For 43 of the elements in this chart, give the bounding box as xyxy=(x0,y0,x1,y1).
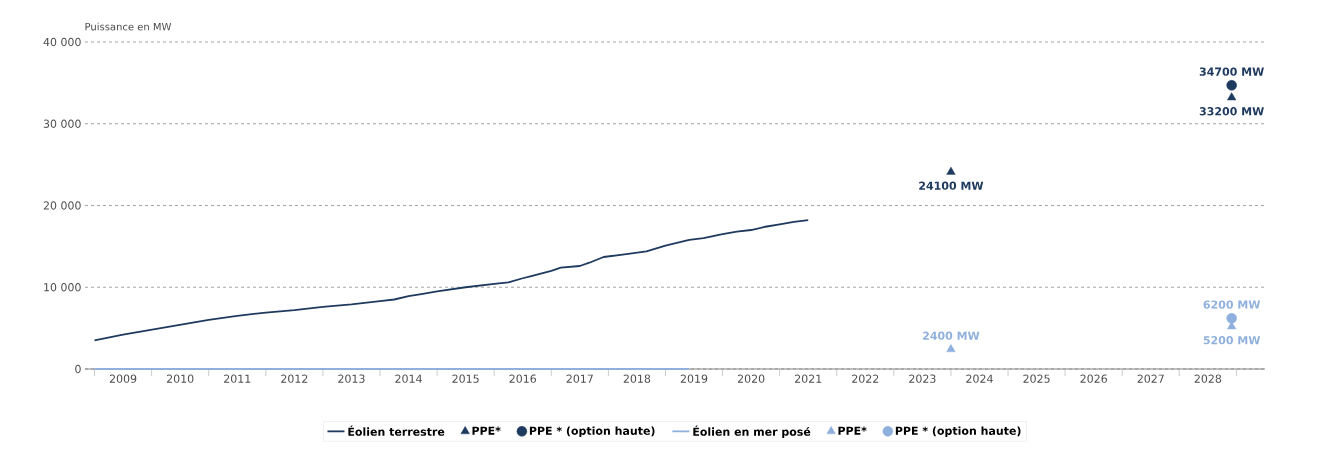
data-label: 24100 MW xyxy=(919,181,984,190)
x-tick-label: 2012 xyxy=(281,374,308,383)
legend-label: PPE * (option haute) xyxy=(895,426,1021,438)
x-tick-label: 2025 xyxy=(1023,374,1050,383)
data-label: 33200 MW xyxy=(1199,107,1264,116)
point xyxy=(1226,80,1237,91)
x-tick-label: 2016 xyxy=(509,374,537,383)
legend-label: Éolien en mer posé xyxy=(693,425,811,438)
x-tick-label: 2013 xyxy=(338,374,365,383)
data-label: 34700 MW xyxy=(1199,67,1264,76)
x-tick-label: 2010 xyxy=(166,374,194,383)
x-tick-label: 2014 xyxy=(395,374,422,383)
x-tick-label: 2026 xyxy=(1080,374,1107,383)
legend-label: PPE* xyxy=(838,426,867,435)
y-tick-label: 0 xyxy=(75,364,81,374)
y-tick-label: 10 000 xyxy=(44,283,81,292)
y-tick-label: 40 000 xyxy=(43,37,81,47)
point xyxy=(1226,313,1237,324)
point xyxy=(946,344,956,353)
x-tick-label: 2017 xyxy=(566,374,593,383)
y-tick-label: 20 000 xyxy=(43,201,81,210)
x-tick-label: 2028 xyxy=(1194,374,1222,383)
data-label: 5200 MW xyxy=(1203,336,1261,345)
x-tick-label: 2011 xyxy=(224,374,251,383)
point xyxy=(946,166,956,175)
x-tick-label: 2019 xyxy=(680,374,708,383)
legend-label: Éolien terrestre xyxy=(348,425,445,436)
y-tick-label: 30 000 xyxy=(43,119,81,128)
x-tick-label: 2015 xyxy=(452,374,479,383)
x-tick-label: 2018 xyxy=(623,374,651,383)
x-tick-label: 2021 xyxy=(795,374,822,383)
x-tick-label: 2027 xyxy=(1137,374,1164,383)
x-tick-label: 2022 xyxy=(852,374,879,383)
point xyxy=(1227,92,1237,101)
x-tick-label: 2009 xyxy=(109,374,137,383)
x-tick-label: 2024 xyxy=(966,374,993,383)
data-label: 6200 MW xyxy=(1203,300,1261,309)
legend-label: PPE * (option haute) xyxy=(529,426,655,438)
legend-label: PPE* xyxy=(472,426,501,435)
data-label: 2400 MW xyxy=(923,331,980,340)
x-tick-label: 2023 xyxy=(909,374,936,383)
y-axis-title: Puissance en MW xyxy=(85,22,172,31)
x-tick-label: 2020 xyxy=(737,374,765,383)
